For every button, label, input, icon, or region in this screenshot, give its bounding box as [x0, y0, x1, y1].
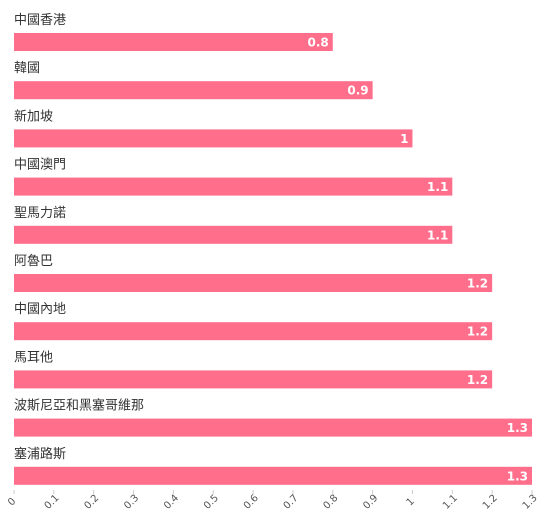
x-tick-label: 0.9	[361, 493, 380, 512]
x-tick-label: 0.8	[321, 493, 340, 512]
category-label: 馬耳他	[14, 350, 53, 365]
x-axis: 0 0.1 0.2 0.3 0.4 0.5 0.6 0.7 0.8 0.9 1 1.1 1.2 1.3	[6, 490, 540, 512]
bar-value-label: 1.1	[427, 228, 448, 242]
category-label: 聖馬力諾	[14, 205, 66, 221]
x-tick-label: 0.7	[282, 493, 301, 512]
x-tick-label: 0.4	[162, 493, 181, 512]
bar	[14, 177, 453, 196]
bar-value-label: 1.2	[467, 277, 488, 291]
category-label: 中國內地	[14, 302, 66, 317]
x-tick-label: 0	[6, 496, 18, 508]
category-label: 塞浦路斯	[14, 446, 66, 462]
x-tick-label: 1	[405, 496, 417, 508]
bar-value-label: 1.3	[507, 469, 528, 483]
bar-value-label: 1.3	[507, 421, 528, 435]
bar-value-label: 0.8	[308, 36, 329, 50]
bar	[14, 81, 373, 100]
bar-value-label: 1.2	[467, 373, 488, 387]
bar-value-label: 1.2	[467, 325, 488, 339]
x-tick-label: 0.2	[82, 493, 101, 512]
category-label: 波斯尼亞和黑塞哥維那	[14, 398, 144, 414]
bar-value-label: 0.9	[347, 84, 368, 98]
category-label: 韓國	[14, 61, 40, 76]
category-label: 中國香港	[14, 13, 66, 28]
bar	[14, 33, 333, 51]
category-label: 中國澳門	[14, 157, 66, 173]
bar	[14, 274, 493, 292]
bar	[14, 370, 493, 389]
category-label: 新加坡	[14, 108, 53, 124]
bar	[14, 129, 413, 148]
category-label: 阿魯巴	[14, 254, 53, 269]
bar	[14, 322, 493, 341]
x-tick-label: 0.6	[242, 493, 261, 512]
bars-layer: 中國香港 0.8 韓國 0.9 新加坡 1 中國澳門 1.1 聖馬力諾 1.1 阿魯巴 1.2 中國內地…	[14, 13, 532, 485]
x-tick-label: 0.5	[202, 493, 221, 512]
x-tick-label: 1.3	[521, 493, 540, 512]
x-tick-label: 1.1	[441, 493, 460, 512]
bar	[14, 418, 532, 437]
x-tick-label: 0.1	[43, 493, 62, 512]
bar-value-label: 1.1	[427, 180, 448, 194]
bar-value-label: 1	[400, 132, 408, 146]
x-tick-label: 0.3	[122, 493, 141, 512]
bar	[14, 466, 532, 485]
x-tick-label: 1.2	[481, 493, 500, 512]
bar	[14, 225, 453, 244]
